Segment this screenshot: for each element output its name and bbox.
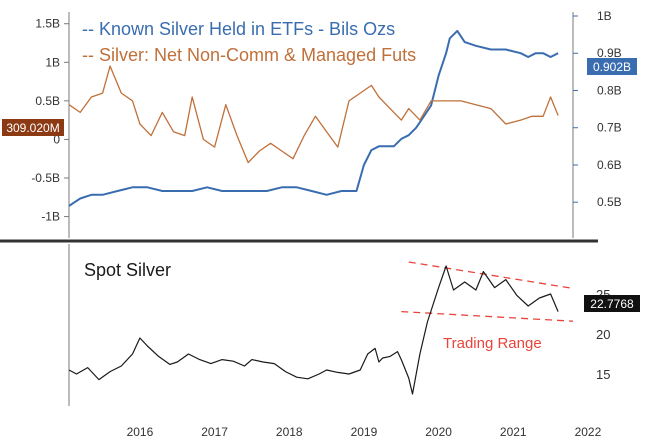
left-last-value-label: 309.020M [6, 121, 59, 135]
right-last-value-bg [587, 58, 637, 75]
trading-range-upper-line [408, 261, 574, 290]
top-legend: -- Known Silver Held in ETFs - Bils Ozs … [82, 19, 416, 65]
left-tick-label: 0 [53, 132, 60, 146]
left-tick-label: 0.5B [35, 94, 60, 108]
legend-entry-silver-net-futures: -- Silver: Net Non-Comm & Managed Futs [82, 45, 416, 65]
top-series-lines [68, 29, 559, 207]
left-last-value-badge: 309.020M [2, 119, 64, 136]
right-tick-label: 0.5B [597, 195, 622, 209]
left-tick-label: 1.5B [35, 17, 60, 31]
series-line-etf-silver [68, 29, 559, 207]
left-tick-label: -0.5B [31, 171, 60, 185]
top-left-axis-ticks: 1.5B 1B 0.5B 0 -0.5B -1B [31, 17, 69, 224]
right-tick-label: 0.6B [597, 158, 622, 172]
series-line-silver-net-futures [68, 65, 559, 164]
legend-entry-etf-silver: -- Known Silver Held in ETFs - Bils Ozs [82, 19, 395, 39]
left-last-value-bg [2, 119, 64, 136]
x-tick-label: 2016 [127, 425, 154, 439]
x-tick-label: 2020 [425, 425, 452, 439]
right-tick-label: 0.8B [597, 83, 622, 97]
bottom-panel-title: Spot Silver [84, 260, 171, 280]
trading-range-label: Trading Range [443, 335, 542, 352]
right-tick-label: 1B [597, 9, 612, 23]
spot-tick-label: 15 [596, 367, 610, 382]
x-tick-label: 2019 [351, 425, 378, 439]
right-last-value-label: 0.902B [593, 60, 631, 74]
spot-tick-label: 20 [596, 327, 610, 342]
spot-last-value-bg [584, 295, 640, 312]
top-right-axis-ticks: 1B 0.9B 0.8B 0.7B 0.6B 0.5B [573, 9, 622, 209]
left-tick-label: -1B [41, 210, 60, 224]
x-tick-label: 2021 [500, 425, 527, 439]
top-panel: 1.5B 1B 0.5B 0 -0.5B -1B 1B 0.9B 0.8B 0.7B 0.6B 0.… [2, 9, 637, 238]
left-tick-label: 1B [45, 55, 60, 69]
x-tick-label: 2022 [575, 425, 602, 439]
right-tick-label: 0.9B [597, 46, 622, 60]
spot-last-value-badge: 22.7768 [584, 295, 640, 312]
x-axis-ticks: 2016 2017 2018 2019 2020 2021 2022 [127, 425, 602, 439]
x-tick-label: 2017 [201, 425, 228, 439]
trading-range-channel [401, 261, 574, 322]
right-tick-label: 0.7B [597, 121, 622, 135]
bottom-series-lines [68, 265, 559, 395]
trading-range-lower-line [401, 310, 574, 322]
spot-last-value-label: 22.7768 [590, 297, 634, 311]
x-tick-label: 2018 [276, 425, 303, 439]
right-last-value-badge: 0.902B [587, 58, 637, 75]
series-line-spot-silver [68, 265, 559, 395]
